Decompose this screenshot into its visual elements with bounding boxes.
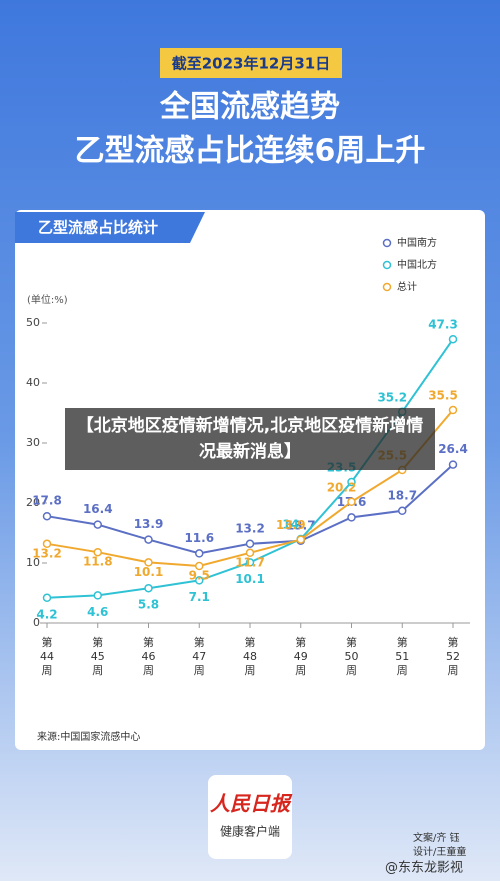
x-tick-label: 第44周 (40, 636, 54, 677)
legend-label: 中国北方 (397, 258, 437, 271)
data-label: 10.1 (134, 565, 164, 579)
x-tick-label: 第47周 (192, 636, 207, 677)
data-label: 11.7 (235, 555, 265, 569)
y-tick-label: 40 (26, 376, 40, 389)
logo-box (208, 775, 292, 859)
y-tick-label: 10 (26, 556, 40, 569)
y-tick-label: 0 (33, 616, 40, 629)
data-point (42, 539, 52, 549)
data-point (296, 535, 305, 544)
data-label: 35.5 (428, 389, 458, 403)
data-label: 13.2 (32, 546, 62, 560)
data-label: 13.9 (276, 518, 306, 532)
data-point (245, 558, 255, 567)
data-label: 7.1 (189, 590, 210, 604)
legend-marker (382, 282, 392, 292)
source: 来源:中国国家流感中心 (37, 730, 140, 743)
data-point (144, 535, 153, 544)
data-point (93, 591, 102, 600)
data-label: 10.1 (235, 572, 265, 586)
data-point (93, 520, 102, 529)
y-tick-label: 50 (26, 316, 40, 329)
data-label: 13.9 (134, 517, 164, 531)
x-tick-label: 第52周 (446, 636, 460, 677)
data-point (144, 583, 153, 593)
title: 全国流感趋势 (159, 90, 340, 125)
data-point (195, 576, 204, 585)
data-label: 4.6 (87, 605, 108, 619)
x-tick-label: 第51周 (395, 636, 410, 677)
logo: 人民日报 (210, 792, 293, 816)
data-point (398, 506, 407, 516)
data-label: 9.5 (189, 569, 210, 583)
x-tick-label: 第50周 (344, 636, 359, 677)
data-label: 14 (282, 518, 299, 532)
x-tick-label: 第48周 (243, 636, 257, 677)
date-badge (160, 48, 342, 78)
data-label: 16.4 (83, 502, 113, 516)
card (15, 210, 485, 750)
legend-label: 总计 (397, 280, 417, 293)
data-point (144, 558, 153, 567)
y-tick-label: 20 (26, 496, 40, 509)
x-tick-label: 第46周 (141, 636, 156, 677)
data-point (93, 547, 102, 557)
data-point (347, 513, 356, 522)
data-label: 17.8 (32, 494, 62, 508)
legend-marker (382, 238, 392, 248)
data-label: 11.6 (184, 531, 214, 545)
data-point (347, 497, 356, 507)
x-tick-label: 第49周 (293, 636, 308, 677)
date: 截至2023年12月31日 (172, 55, 331, 73)
data-point (347, 477, 356, 487)
credit: 设计/王童童 (413, 845, 466, 858)
watermark: @东东龙影视 (385, 861, 463, 876)
title: 乙型流感占比连续6周上升 (75, 134, 426, 169)
legend-marker (382, 260, 392, 270)
data-label: 26.4 (438, 442, 468, 456)
logo-sub: 健康客户端 (220, 824, 280, 839)
data-label: 4.2 (36, 607, 57, 621)
data-point (448, 405, 458, 415)
data-label: 35.2 (377, 390, 407, 404)
data-label: 20.2 (327, 480, 357, 494)
data-point (448, 334, 458, 344)
x-tick-label: 第45周 (90, 636, 105, 677)
overlay-banner: 【北京地区疫情新增情况,北京地区疫情新增情况最新消息】 (65, 408, 435, 470)
data-label: 13.2 (235, 521, 265, 535)
data-point (245, 548, 255, 558)
data-point (195, 549, 204, 558)
data-point (42, 593, 52, 603)
data-label: 5.8 (138, 598, 159, 612)
legend-label: 中国南方 (397, 236, 437, 249)
data-point (42, 511, 52, 521)
data-label: 18.7 (387, 488, 417, 502)
chart-title-bg (15, 212, 205, 243)
y-unit: (单位:%) (27, 293, 68, 306)
y-tick-label: 30 (26, 436, 40, 449)
credit: 文案/齐 钰 (413, 831, 460, 844)
data-point (245, 539, 255, 549)
data-label: 47.3 (428, 318, 458, 332)
data-point (448, 460, 458, 469)
data-point (195, 561, 204, 571)
data-label: 13.7 (286, 518, 316, 532)
data-label: 11.8 (83, 555, 113, 569)
chart-title: 乙型流感占比统计 (38, 219, 158, 237)
